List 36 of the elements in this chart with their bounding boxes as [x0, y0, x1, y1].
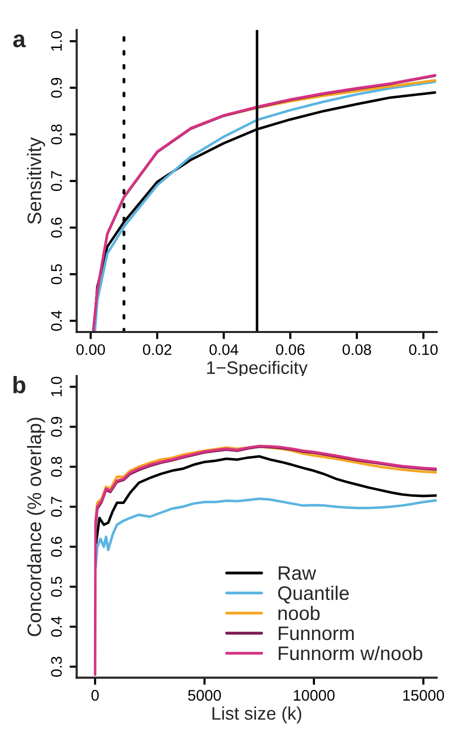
- y-tick-label: 0.3: [51, 656, 62, 677]
- x-axis-title: List size (k): [212, 706, 302, 724]
- y-tick-label: 0.6: [51, 536, 62, 557]
- legend-label: Raw: [278, 566, 316, 580]
- x-tick-label: 0.00: [76, 344, 105, 356]
- y-tick-label: 0.9: [51, 416, 62, 437]
- y-tick-label: 0.5: [51, 576, 62, 597]
- x-tick-label: 0.02: [142, 344, 172, 356]
- x-tick-label: 15000: [403, 690, 444, 701]
- chart-title: b: [13, 376, 26, 394]
- y-tick-label: 0.4: [51, 616, 62, 637]
- x-tick-label: 0.06: [276, 344, 304, 356]
- legend-label: Funnorm: [278, 626, 354, 640]
- y-tick-label: 1.0: [51, 31, 62, 51]
- x-tick-label: 0.08: [342, 344, 372, 356]
- y-tick-label: 0.8: [51, 124, 62, 144]
- x-tick-label: 10000: [294, 690, 335, 701]
- y-tick-label: 0.6: [51, 218, 62, 238]
- legend-label: Quantile: [278, 586, 349, 604]
- y-axis-title: Sensitivity: [26, 137, 46, 224]
- y-tick-label: 0.9: [51, 78, 62, 98]
- x-axis-title: 1−Specificity: [207, 360, 308, 378]
- x-tick-label: 0.04: [209, 344, 238, 356]
- chart-title: a: [13, 34, 26, 48]
- x-tick-label: 0.10: [409, 344, 438, 356]
- y-tick-label: 0.5: [51, 264, 62, 284]
- y-axis-title: Concordance (% overlap): [26, 418, 46, 636]
- legend-label: Funnorm w/noob: [278, 646, 422, 660]
- y-tick-label: 0.8: [51, 456, 62, 477]
- x-tick-label: 0: [91, 690, 99, 701]
- legend-label: noob: [278, 606, 320, 620]
- y-tick-label: 0.4: [51, 310, 62, 331]
- y-tick-label: 0.7: [51, 171, 62, 192]
- y-tick-label: 1.0: [51, 376, 62, 396]
- y-tick-label: 0.7: [51, 496, 62, 517]
- x-tick-label: 5000: [188, 690, 221, 701]
